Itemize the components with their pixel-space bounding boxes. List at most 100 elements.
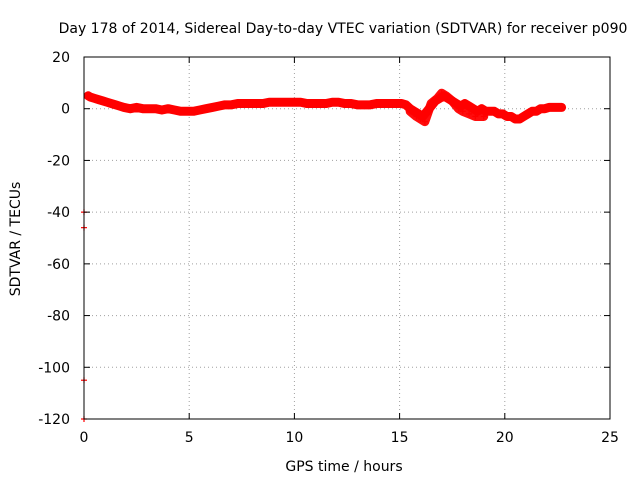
data-point [91,95,98,102]
label-layer: 0 5 10 15 20 25 -120 -100 -80 -60 -40 -20 0 20 [38,50,619,446]
data-point [466,103,473,110]
data-point [127,105,134,112]
data-point [228,101,235,108]
data-point [329,99,336,106]
y-tick-label: -80 [47,309,70,325]
data-point [177,108,184,115]
data-point [428,100,435,107]
series-1 [405,88,489,127]
data-layer [81,88,567,422]
data-point [221,101,228,108]
data-point [112,101,119,108]
data-point [466,110,473,117]
x-tick-label: 15 [391,430,409,446]
data-point [524,110,531,117]
x-axis-title: GPS time / hours [285,459,402,475]
data-point [392,100,399,107]
data-point [470,105,477,112]
y-tick-label: 0 [61,102,70,118]
data-point [472,113,479,120]
data-point [120,104,127,111]
data-point [348,100,355,107]
data-point [152,105,159,112]
data-point [421,118,428,125]
data-point [499,110,506,117]
chart-title: Day 178 of 2014, Sidereal Day-to-day VTE… [59,21,628,37]
data-point [285,99,292,106]
data-point [480,113,487,120]
data-point [373,100,380,107]
data-point [95,96,102,103]
data-point [184,108,191,115]
data-point [253,100,260,107]
data-point [310,100,317,107]
data-point [379,100,386,107]
data-point [478,105,485,112]
y-axis-title: SDTVAR / TECUs [8,182,24,297]
data-point [171,107,178,114]
data-point [407,108,414,115]
data-point [558,104,565,111]
data-point [367,101,374,108]
plot-frame [83,56,611,420]
data-point [196,107,203,114]
data-point [335,99,342,106]
data-point [297,99,304,106]
data-point [259,100,266,107]
data-point [316,100,323,107]
data-point [434,95,441,102]
data-point [165,105,172,112]
data-point [533,108,540,115]
data-point [139,105,146,112]
data-point [272,99,279,106]
data-point [461,100,468,107]
x-tick-label: 20 [496,430,514,446]
y-tick-label: -60 [47,257,70,273]
data-point [438,90,445,97]
y-tick-label: -100 [38,360,70,376]
data-point [402,101,409,108]
data-point [215,103,222,110]
y-tick-label: -20 [47,153,70,169]
data-point [87,94,94,101]
data-point [203,105,210,112]
data-point [108,100,115,107]
data-point [322,100,329,107]
data-point [99,97,106,104]
data-point [360,101,367,108]
data-point [398,100,405,107]
y-tick-label: -40 [47,205,70,221]
data-point [116,103,123,110]
data-point [266,99,273,106]
data-point [104,99,111,106]
data-point [491,108,498,115]
data-point [234,100,241,107]
data-point [240,100,247,107]
data-point [386,100,393,107]
data-point [133,104,140,111]
series-0 [83,91,567,124]
data-point [520,113,527,120]
data-point [516,116,523,123]
data-point [190,108,197,115]
data-point [247,100,254,107]
data-point [449,97,456,104]
data-point [541,105,548,112]
data-point [146,105,153,112]
data-point [455,105,462,112]
data-point [508,113,515,120]
data-point [291,99,298,106]
tick-layer [83,56,611,420]
data-point [442,92,449,99]
data-point [278,99,285,106]
data-point [209,104,216,111]
data-point [341,100,348,107]
x-tick-label: 10 [285,430,303,446]
x-tick-label: 0 [80,430,89,446]
data-point [417,116,424,123]
x-tick-label: 5 [185,430,194,446]
data-point [158,107,165,114]
y-tick-label: 20 [52,50,70,66]
data-point [304,100,311,107]
